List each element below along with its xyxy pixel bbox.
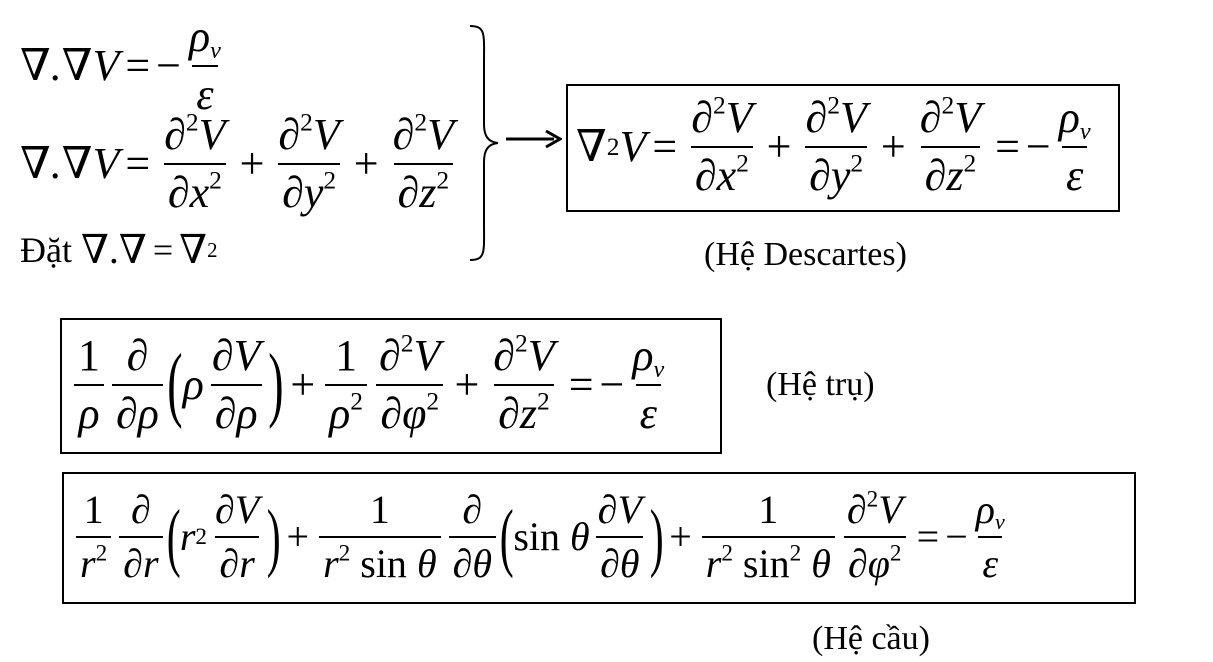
right-paren: ) xyxy=(266,495,281,579)
label-spherical: (Hệ cầu) xyxy=(812,620,930,657)
arrow-right-icon xyxy=(506,129,562,149)
right-brace-icon xyxy=(469,25,499,261)
partial-yy: ∂2V ∂y2 xyxy=(278,107,341,218)
partial-xx: ∂2V ∂x2 xyxy=(163,107,226,218)
right-paren: ) xyxy=(268,338,285,431)
label-descartes: (Hệ Descartes) xyxy=(704,236,907,273)
partial-yy: ∂2V ∂y2 xyxy=(805,90,868,200)
divergence-gradient-v: ∇.∇V xyxy=(20,41,120,91)
poisson-descartes-box: ∇ 2 V = ∂2V ∂x2 + ∂2V ∂y2 + ∂2V ∂z2 = − ρv… xyxy=(566,84,1120,212)
definition-laplacian: Đặt ∇.∇ = ∇ 2 xyxy=(20,227,218,272)
partial-xx: ∂2V ∂x2 xyxy=(690,90,753,200)
left-paren: ( xyxy=(167,338,183,431)
charge-over-epsilon: ρv ε xyxy=(975,487,1005,586)
left-paren: ( xyxy=(499,495,514,579)
poisson-cylindrical-box: 1 ρ ∂ ∂ρ ( ρ ∂V ∂ρ ) + 1 ρ2 ∂2V ∂φ2 + ∂2… xyxy=(60,318,722,454)
partial-zz: ∂2V ∂z2 xyxy=(392,107,455,218)
charge-over-epsilon: ρv ε xyxy=(632,330,665,438)
left-paren: ( xyxy=(166,495,181,579)
partial-zz: ∂2V ∂z2 xyxy=(919,90,982,200)
equation-gauss-law: ∇.∇V = − ρv ε xyxy=(20,12,229,120)
label-cylindrical: (Hệ trụ) xyxy=(766,366,875,403)
charge-over-epsilon: ρv ε xyxy=(1058,92,1091,200)
charge-over-epsilon: ρv ε xyxy=(188,12,221,120)
right-paren: ) xyxy=(649,495,664,579)
equation-laplacian-expansion: ∇.∇V = ∂2V ∂x2 + ∂2V ∂y2 + ∂2V ∂z2 xyxy=(20,107,462,218)
